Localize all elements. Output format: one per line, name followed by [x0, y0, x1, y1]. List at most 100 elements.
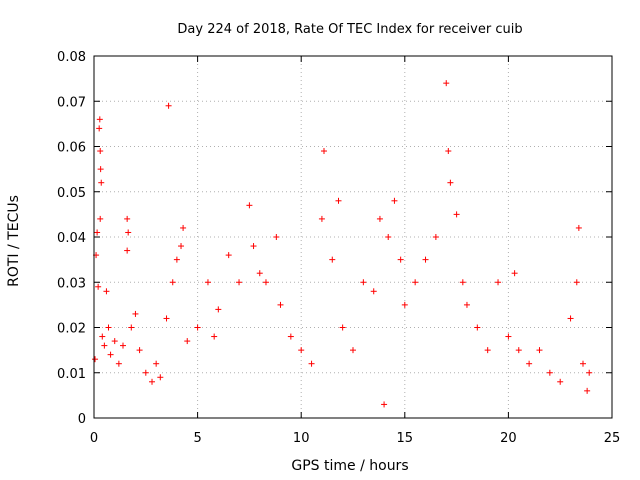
data-point — [586, 369, 593, 376]
data-point — [101, 342, 108, 349]
data-point — [360, 279, 367, 286]
y-tick-label: 0.06 — [57, 141, 86, 156]
data-point — [536, 347, 543, 354]
data-point — [422, 256, 429, 263]
data-point — [173, 256, 180, 263]
data-point — [169, 279, 176, 286]
data-point — [505, 333, 512, 340]
data-point — [495, 279, 502, 286]
data-point — [153, 360, 160, 367]
data-point — [111, 338, 118, 345]
data-point — [432, 234, 439, 240]
data-point — [94, 229, 101, 236]
data-point — [178, 243, 185, 250]
data-point — [412, 279, 419, 286]
data-point — [381, 401, 388, 408]
data-point — [515, 347, 522, 354]
data-point — [149, 378, 156, 385]
y-axis-title: ROTI / TECUs — [6, 195, 22, 287]
y-tick-label: 0.01 — [57, 367, 86, 382]
data-point — [204, 279, 211, 286]
data-point — [350, 347, 356, 354]
data-point — [246, 202, 253, 209]
data-point — [474, 324, 481, 331]
data-point — [484, 347, 491, 354]
data-point — [370, 288, 377, 295]
y-axis-tick-labels: 0 0.01 0.02 0.03 0.04 0.05 0.06 0.07 0.08 — [57, 50, 86, 427]
data-point — [225, 252, 232, 259]
data-point — [445, 148, 452, 155]
data-point — [320, 148, 327, 155]
data-point — [184, 338, 191, 345]
data-point — [236, 279, 243, 286]
data-point — [339, 324, 346, 331]
data-point — [142, 369, 149, 376]
data-point — [401, 301, 408, 308]
data-point — [163, 315, 170, 322]
y-tick-label: 0.05 — [57, 186, 86, 201]
x-tick-label: 15 — [397, 431, 414, 446]
chart-title: Day 224 of 2018, Rate Of TEC Index for r… — [177, 22, 522, 37]
y-tick-label: 0.04 — [57, 231, 86, 246]
grid — [94, 56, 612, 418]
data-point — [376, 215, 383, 222]
data-point — [298, 347, 305, 354]
data-point — [567, 315, 574, 322]
x-tick-label: 25 — [604, 431, 621, 446]
data-point — [124, 215, 131, 222]
data-point — [103, 288, 110, 295]
data-point — [443, 80, 450, 87]
axis-ticks — [93, 55, 613, 419]
data-point — [463, 301, 470, 308]
data-point — [391, 197, 398, 204]
data-points — [92, 80, 593, 408]
data-point — [575, 224, 582, 231]
data-point — [318, 215, 325, 222]
x-tick-label: 5 — [193, 431, 201, 446]
data-point — [385, 234, 392, 240]
data-point — [97, 215, 104, 222]
data-point — [557, 378, 564, 385]
plot-frame — [93, 55, 613, 419]
x-tick-label: 10 — [293, 431, 310, 446]
y-tick-label: 0 — [78, 412, 86, 427]
data-point — [120, 342, 127, 349]
y-tick-label: 0.07 — [57, 95, 86, 110]
data-point — [124, 247, 131, 254]
data-point — [573, 279, 580, 286]
data-point — [277, 301, 284, 308]
data-point — [194, 324, 201, 331]
data-point — [96, 125, 103, 132]
data-point — [453, 211, 460, 218]
data-point — [136, 347, 143, 354]
data-point — [273, 234, 280, 240]
y-tick-label: 0.03 — [57, 276, 86, 291]
data-point — [287, 333, 294, 340]
data-point — [584, 387, 591, 394]
data-point — [98, 179, 105, 186]
x-axis-title: GPS time / hours — [291, 458, 408, 474]
data-point — [250, 243, 257, 250]
x-axis-tick-labels: 0 5 10 15 20 25 — [90, 431, 620, 446]
data-point — [180, 224, 187, 231]
data-point — [329, 256, 336, 263]
data-point — [397, 256, 404, 263]
x-tick-label: 0 — [90, 431, 98, 446]
data-point — [262, 279, 269, 286]
data-point — [215, 306, 222, 313]
data-point — [526, 360, 533, 367]
y-tick-label: 0.08 — [57, 50, 86, 65]
data-point — [132, 310, 139, 317]
data-point — [97, 148, 104, 155]
data-point — [335, 197, 342, 204]
data-point — [579, 360, 586, 367]
data-point — [115, 360, 122, 367]
y-tick-label: 0.02 — [57, 322, 86, 337]
data-point — [96, 116, 103, 123]
data-point — [447, 179, 454, 186]
data-point — [105, 324, 112, 331]
data-point — [99, 333, 106, 340]
data-point — [125, 229, 132, 236]
data-point — [97, 166, 104, 173]
data-point — [107, 351, 114, 358]
